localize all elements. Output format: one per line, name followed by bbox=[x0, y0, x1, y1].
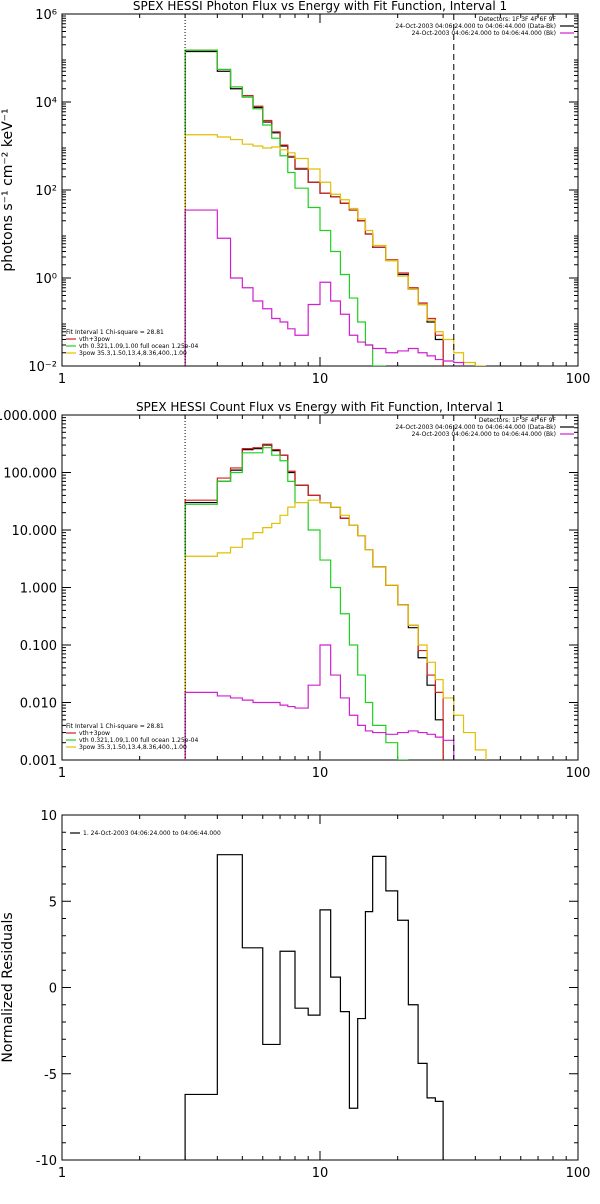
plot-frame bbox=[61, 414, 579, 761]
legend-left-text: Fit Interval 1 Chi-square = 28.81 bbox=[66, 723, 164, 730]
legend-left-text: Fit Interval 1 Chi-square = 28.81 bbox=[66, 329, 164, 336]
y-tick-label: 10⁴ bbox=[35, 96, 57, 111]
x-tick-label: 100 bbox=[566, 372, 591, 387]
legend-right-text: Detectors: 1F 3F 4F 6F 9F bbox=[479, 16, 557, 23]
series-2-line bbox=[184, 49, 444, 366]
y-tick-label: 1.000 bbox=[20, 582, 57, 597]
y-tick-label: 0.100 bbox=[20, 639, 57, 654]
x-tick-label: 1 bbox=[58, 372, 66, 387]
chart-panel-2: SPEX HESSI Count Flux vs Energy with Fit… bbox=[0, 400, 590, 781]
x-tick-label: 100 bbox=[566, 766, 591, 781]
series-4-line bbox=[184, 499, 487, 760]
y-tick-label: 10⁻² bbox=[28, 360, 57, 375]
series-4-line bbox=[184, 134, 487, 366]
x-tick-label: 10 bbox=[312, 1166, 329, 1181]
chart-title: SPEX HESSI Photon Flux vs Energy with Fi… bbox=[133, 0, 507, 13]
x-tick-label: 10 bbox=[312, 372, 329, 387]
y-tick-label: 0.010 bbox=[20, 697, 57, 712]
x-tick-label: 10 bbox=[312, 766, 329, 781]
chart-panel-3: Normalized Residuals 1 10 100 -10 -5 0 5 10 1. 24… bbox=[0, 809, 590, 1181]
y-axis-label: photons s⁻¹ cm⁻² keV⁻¹ bbox=[0, 108, 16, 271]
x-tick-label: 100 bbox=[566, 1166, 591, 1181]
series-2-line bbox=[184, 443, 444, 760]
x-tick-label: 1 bbox=[58, 766, 66, 781]
y-tick-label: 10² bbox=[35, 184, 57, 199]
series-5-line bbox=[184, 644, 455, 760]
legend-right-text: 24-Oct-2003 04:06:24.000 to 04:06:44.000… bbox=[395, 23, 556, 30]
chart-title: SPEX HESSI Count Flux vs Energy with Fit… bbox=[136, 400, 504, 414]
series-3-line bbox=[184, 447, 409, 760]
series-1-line bbox=[184, 444, 444, 760]
y-tick-label: 0.001 bbox=[20, 754, 57, 769]
y-tick-label: 10⁶ bbox=[35, 8, 57, 23]
legend-right-text: 24-Oct-2003 04:06:24.000 to 04:06:44.000… bbox=[395, 424, 556, 431]
legend-top-text: 1. 24-Oct-2003 04:06:24.000 to 04:06:44.… bbox=[83, 830, 221, 837]
series-1-line bbox=[184, 50, 444, 366]
y-tick-label: 10⁰ bbox=[35, 272, 57, 287]
y-tick-label: -5 bbox=[44, 1068, 57, 1083]
series-1-line bbox=[184, 854, 444, 1160]
y-tick-label: 10 bbox=[40, 809, 57, 824]
y-axis-label: Normalized Residuals bbox=[0, 912, 16, 1062]
y-tick-label: -10 bbox=[36, 1154, 57, 1169]
legend-left-text: vth+3pow bbox=[79, 730, 110, 737]
legend-right-text: Detectors: 1F 3F 4F 6F 9F bbox=[479, 417, 557, 424]
legend-left-text: vth 0.321,1.09,1.00 full ocean 1.25e-04 bbox=[79, 343, 198, 350]
series-5-line bbox=[184, 209, 465, 366]
legend-left-text: vth+3pow bbox=[79, 336, 110, 343]
y-tick-label: 0 bbox=[49, 982, 57, 997]
legend-right-text: 24-Oct-2003 04:06:24.000 to 04:06:44.000… bbox=[412, 30, 556, 37]
y-tick-label: 10.000 bbox=[12, 524, 58, 539]
chart-panel-1: SPEX HESSI Photon Flux vs Energy with Fi… bbox=[0, 0, 590, 387]
legend-left-text: vth 0.321,1.09,1.00 full ocean 1.25e-04 bbox=[79, 737, 198, 744]
x-tick-label: 1 bbox=[58, 1166, 66, 1181]
legend-left-text: 3pow 35.3,1.50,13.4,8.36,400.,1.00 bbox=[79, 744, 187, 751]
y-tick-label: 1000.000 bbox=[0, 409, 57, 424]
legend-left-text: 3pow 35.3,1.50,13.4,8.36,400.,1.00 bbox=[79, 350, 187, 357]
y-tick-label: 100.000 bbox=[3, 467, 57, 482]
y-tick-label: 5 bbox=[49, 895, 57, 910]
series-3-line bbox=[184, 49, 386, 366]
legend-right-text: 24-Oct-2003 04:06:24.000 to 04:06:44.000… bbox=[412, 431, 556, 438]
